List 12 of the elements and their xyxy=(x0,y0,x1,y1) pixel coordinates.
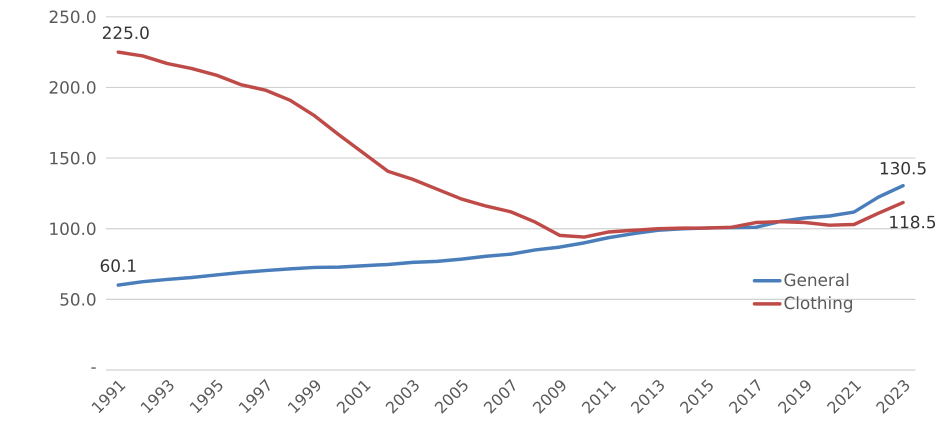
legend-label: Clothing xyxy=(784,296,852,312)
data-label: 225.0 xyxy=(102,26,149,39)
data-label: 130.5 xyxy=(880,162,926,174)
data-label: 118.5 xyxy=(890,215,936,228)
data-label: 60.1 xyxy=(100,259,136,272)
y-tick-label: 250.0 xyxy=(50,10,96,24)
y-tick-label: 200.0 xyxy=(50,80,96,94)
y-tick-label: - xyxy=(91,367,96,369)
y-tick-label: 100.0 xyxy=(50,222,96,235)
y-tick-label: 50.0 xyxy=(60,292,96,306)
y-tick-label: 150.0 xyxy=(50,152,96,164)
legend-label: General xyxy=(784,273,848,286)
